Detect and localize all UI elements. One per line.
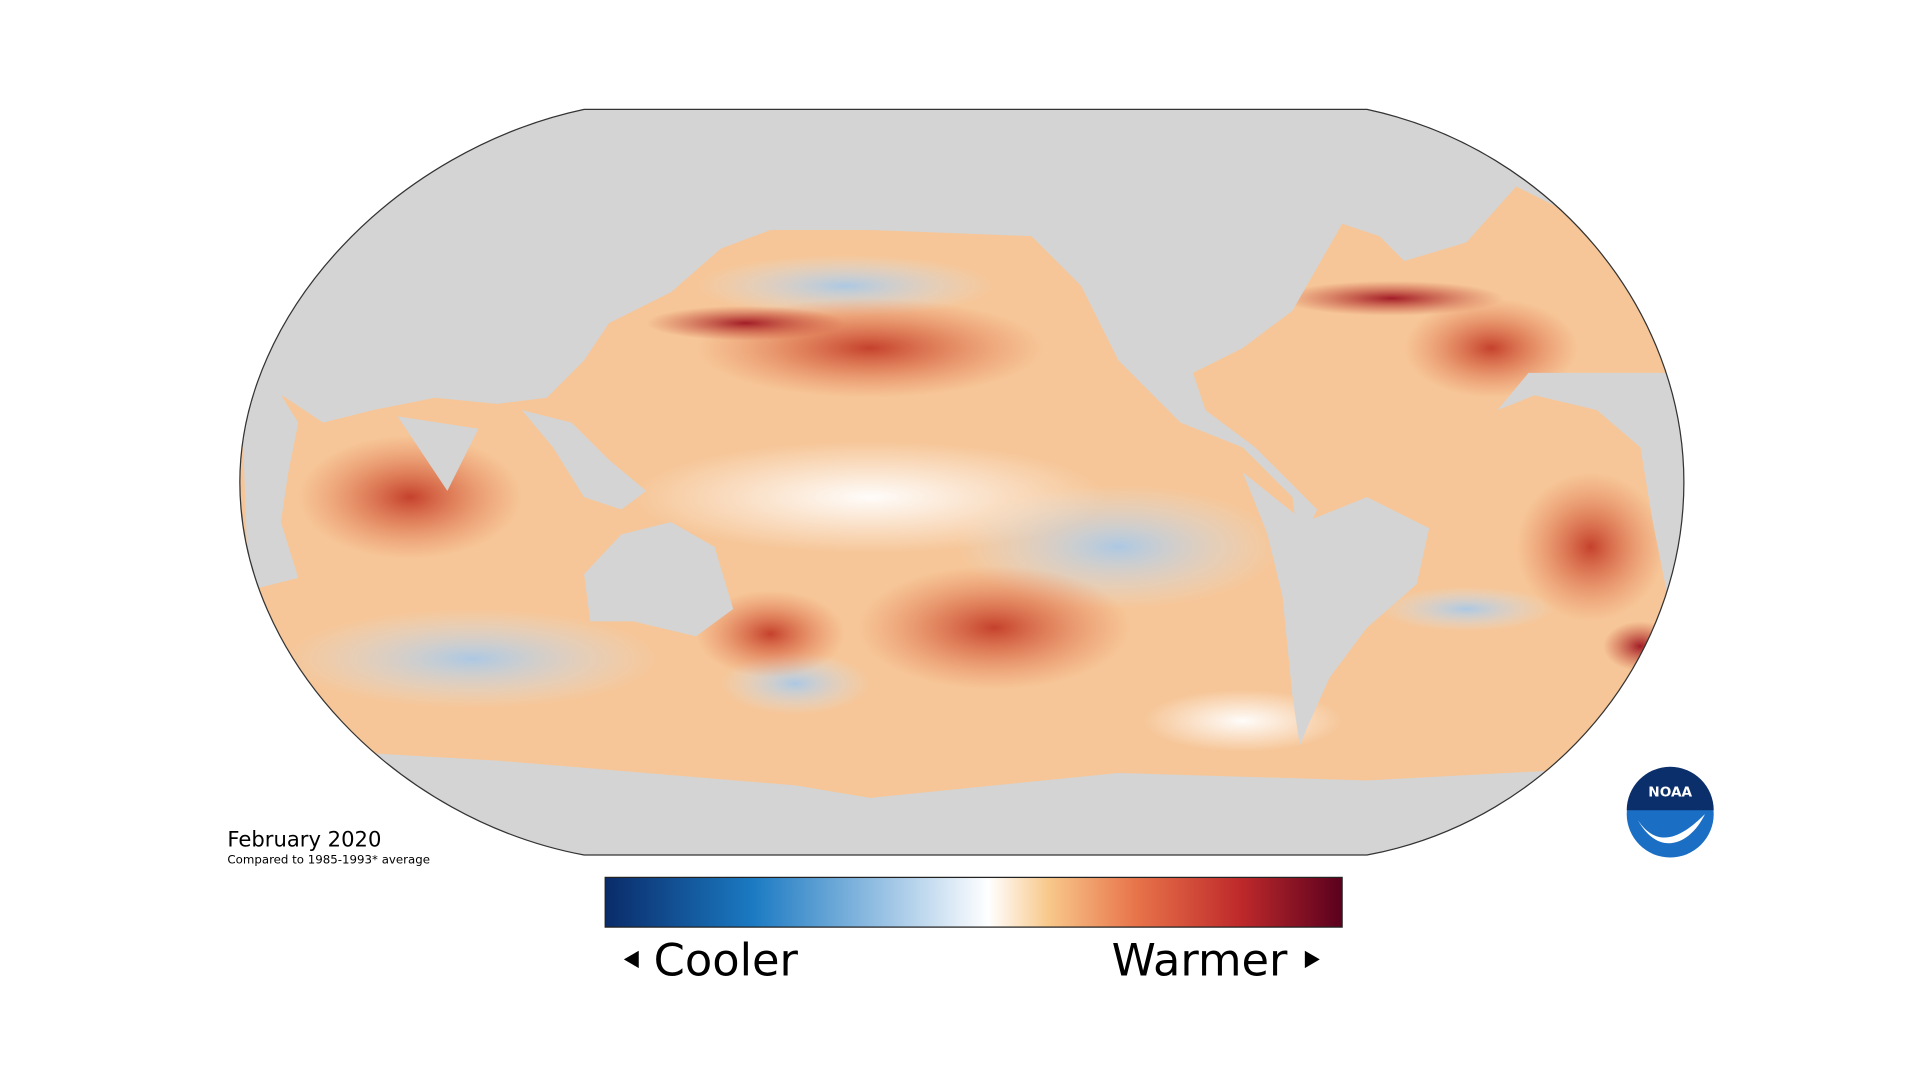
map-outline xyxy=(239,108,1685,856)
legend-low-label: Cooler xyxy=(654,934,799,987)
anomaly-patch xyxy=(1516,472,1666,622)
anomaly-patch xyxy=(298,434,522,560)
noaa-logo: NOAA xyxy=(1626,766,1714,858)
northern-land xyxy=(239,109,1684,547)
map xyxy=(239,109,1684,856)
logo-top xyxy=(1626,766,1714,811)
anomaly-patch xyxy=(646,305,846,341)
color-bar xyxy=(604,876,1343,928)
southeast-asia xyxy=(521,410,647,510)
india xyxy=(397,416,479,491)
anomaly-patch xyxy=(1603,621,1678,672)
logo-bird xyxy=(1637,814,1706,844)
legend-high-label: Warmer xyxy=(1112,934,1288,987)
anomaly-patch xyxy=(857,565,1131,690)
map-title: February 2020 xyxy=(227,826,381,851)
antarctica xyxy=(239,745,1684,856)
cooler-arrow xyxy=(623,950,639,969)
australia xyxy=(584,521,734,637)
africa-west xyxy=(239,354,299,591)
logo-text: NOAA xyxy=(1648,785,1692,801)
anomaly-patch xyxy=(1379,586,1554,632)
africa-east xyxy=(1497,372,1684,616)
warmer-arrow xyxy=(1304,950,1320,969)
anomaly-patch xyxy=(695,590,846,678)
south-america xyxy=(1242,472,1430,746)
land xyxy=(239,109,1684,856)
map-subtitle: Compared to 1985-1993* average xyxy=(227,853,430,867)
anomaly-patch xyxy=(1143,689,1343,752)
anomaly-patch xyxy=(285,608,659,709)
